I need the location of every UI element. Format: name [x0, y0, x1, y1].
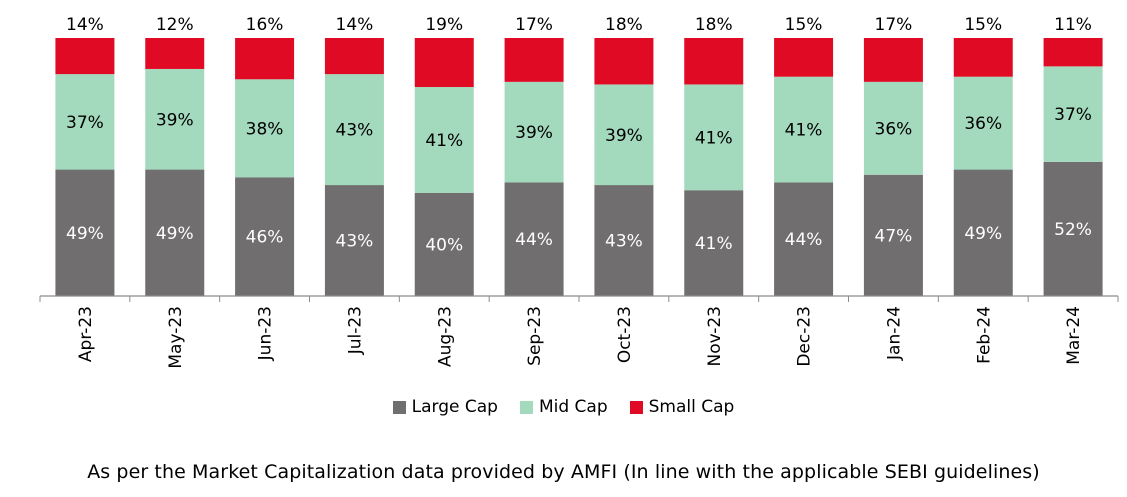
data-label-mid-cap-mar-24: 37% — [1054, 105, 1092, 125]
bar-segment-mid-cap-may-23 — [145, 68, 205, 170]
data-label-large-cap-nov-23: 41% — [695, 234, 733, 254]
x-tick-label-may-23: May-23 — [166, 306, 186, 369]
data-label-small-cap-aug-23: 19% — [425, 15, 463, 35]
legend-swatch-mid-cap — [519, 400, 533, 414]
data-label-large-cap-feb-24: 49% — [964, 224, 1002, 244]
x-tick-label-nov-23: Nov-23 — [705, 306, 725, 367]
x-tick-label-jan-24: Jan-24 — [884, 306, 904, 361]
data-label-small-cap-dec-23: 15% — [785, 15, 823, 35]
bar-segment-small-cap-oct-23 — [594, 38, 654, 85]
bar-segment-mid-cap-feb-24 — [953, 76, 1013, 170]
bar-segment-small-cap-nov-23 — [684, 38, 744, 85]
bar-segment-small-cap-jul-23 — [324, 38, 384, 75]
bar-segment-large-cap-oct-23 — [594, 185, 654, 296]
data-label-large-cap-aug-23: 40% — [425, 235, 463, 255]
data-label-small-cap-apr-23: 14% — [66, 15, 104, 35]
bar-segment-small-cap-dec-23 — [774, 38, 834, 77]
data-label-large-cap-jul-23: 43% — [336, 232, 374, 252]
stacked-bar-chart: 49% 37% 14% Apr-23 49% 39% 12% May-23 46% 38% 16% J… — [39, 15, 1119, 369]
bar-segment-large-cap-apr-23 — [55, 169, 115, 296]
data-label-small-cap-feb-24: 15% — [964, 15, 1002, 35]
x-tick-label-feb-24: Feb-24 — [974, 306, 994, 364]
legend-swatch-large-cap — [392, 400, 406, 414]
data-label-large-cap-apr-23: 49% — [66, 224, 104, 244]
bar-segment-large-cap-jan-24 — [863, 174, 923, 296]
legend-label-small-cap: Small Cap — [648, 397, 735, 417]
data-label-small-cap-mar-24: 11% — [1054, 15, 1092, 35]
legend-swatch-small-cap — [629, 400, 643, 414]
data-label-mid-cap-dec-23: 41% — [785, 121, 823, 141]
data-label-small-cap-oct-23: 18% — [605, 15, 643, 35]
bar-segment-large-cap-sep-23 — [504, 182, 564, 296]
legend-item-mid-cap: Mid Cap — [519, 397, 608, 417]
legend-label-mid-cap: Mid Cap — [538, 397, 608, 417]
bar-segment-mid-cap-apr-23 — [55, 74, 115, 170]
x-tick-label-jul-23: Jul-23 — [345, 306, 365, 355]
x-tick-label-mar-24: Mar-24 — [1064, 306, 1084, 365]
bar-segment-small-cap-sep-23 — [504, 38, 564, 82]
bar-segment-mid-cap-mar-24 — [1043, 66, 1103, 162]
bar-segment-large-cap-jul-23 — [324, 185, 384, 296]
data-label-mid-cap-may-23: 39% — [156, 110, 194, 130]
data-label-mid-cap-jul-23: 43% — [336, 121, 374, 141]
bar-segment-small-cap-mar-24 — [1043, 38, 1103, 67]
bar-segment-large-cap-mar-24 — [1043, 161, 1103, 296]
bar-segment-small-cap-jan-24 — [863, 38, 923, 82]
x-tick-label-oct-23: Oct-23 — [615, 306, 635, 363]
data-label-mid-cap-jun-23: 38% — [246, 119, 284, 139]
data-label-mid-cap-feb-24: 36% — [964, 114, 1002, 134]
data-label-mid-cap-sep-23: 39% — [515, 123, 553, 143]
bar-segment-small-cap-feb-24 — [953, 38, 1013, 77]
data-label-large-cap-jan-24: 47% — [875, 226, 913, 246]
data-label-large-cap-may-23: 49% — [156, 224, 194, 244]
data-label-large-cap-sep-23: 44% — [515, 230, 553, 250]
data-label-large-cap-dec-23: 44% — [785, 230, 823, 250]
data-label-large-cap-jun-23: 46% — [246, 228, 284, 248]
bar-segment-mid-cap-aug-23 — [414, 87, 474, 193]
data-label-large-cap-oct-23: 43% — [605, 232, 643, 252]
bar-segment-small-cap-apr-23 — [55, 38, 115, 75]
bar-segment-mid-cap-jun-23 — [235, 79, 295, 178]
bar-segment-mid-cap-jul-23 — [324, 74, 384, 186]
data-label-small-cap-may-23: 12% — [156, 15, 194, 35]
bar-segment-mid-cap-oct-23 — [594, 84, 654, 186]
bar-segment-mid-cap-sep-23 — [504, 81, 564, 183]
bar-segment-small-cap-aug-23 — [414, 38, 474, 88]
bar-segment-small-cap-jun-23 — [235, 38, 295, 80]
bar-segment-large-cap-may-23 — [145, 169, 205, 296]
bar-segment-small-cap-may-23 — [145, 38, 205, 69]
bar-segment-large-cap-jun-23 — [235, 177, 295, 296]
chart-caption: As per the Market Capitalization data pr… — [87, 461, 1040, 483]
bar-segment-mid-cap-jan-24 — [863, 81, 923, 175]
x-tick-label-sep-23: Sep-23 — [525, 306, 545, 366]
data-label-mid-cap-nov-23: 41% — [695, 128, 733, 148]
legend-item-large-cap: Large Cap — [392, 397, 498, 417]
bar-segment-mid-cap-nov-23 — [684, 84, 744, 191]
bar-segment-large-cap-feb-24 — [953, 169, 1013, 296]
data-label-large-cap-mar-24: 52% — [1054, 220, 1092, 240]
legend-item-small-cap: Small Cap — [629, 397, 735, 417]
data-label-small-cap-nov-23: 18% — [695, 15, 733, 35]
legend-label-large-cap: Large Cap — [411, 397, 498, 417]
data-label-mid-cap-aug-23: 41% — [425, 131, 463, 151]
data-label-small-cap-sep-23: 17% — [515, 15, 553, 35]
bar-segment-large-cap-nov-23 — [684, 190, 744, 296]
data-label-small-cap-jan-24: 17% — [875, 15, 913, 35]
chart-legend: Large Cap Mid Cap Small Cap — [0, 397, 1127, 417]
bar-segment-large-cap-aug-23 — [414, 192, 474, 296]
data-label-small-cap-jul-23: 14% — [336, 15, 374, 35]
x-tick-label-apr-23: Apr-23 — [76, 306, 96, 362]
bar-segment-mid-cap-dec-23 — [774, 76, 834, 183]
x-tick-label-jun-23: Jun-23 — [256, 306, 276, 361]
data-label-mid-cap-oct-23: 39% — [605, 126, 643, 146]
bar-segment-large-cap-dec-23 — [774, 182, 834, 296]
x-tick-label-aug-23: Aug-23 — [435, 306, 455, 367]
x-tick-label-dec-23: Dec-23 — [795, 306, 815, 367]
data-label-mid-cap-jan-24: 36% — [875, 119, 913, 139]
data-label-mid-cap-apr-23: 37% — [66, 113, 104, 133]
data-label-small-cap-jun-23: 16% — [246, 15, 284, 35]
